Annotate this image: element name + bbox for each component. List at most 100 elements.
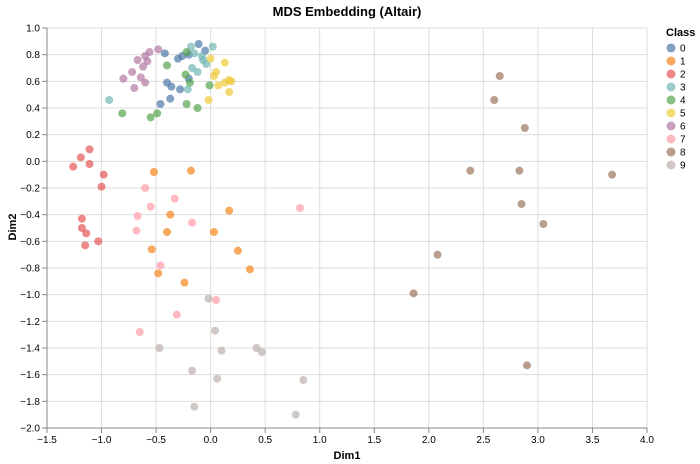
y-tick-label: −0.8 [20,264,40,275]
grid [46,27,648,429]
data-point-class-3 [202,60,211,68]
data-point-class-2 [77,214,86,223]
data-point-class-8 [520,124,529,132]
data-point-class-4 [193,104,202,112]
data-point-class-8 [495,72,504,80]
data-point-class-4 [205,81,214,90]
legend-symbol [666,69,676,79]
data-point-class-9 [211,326,219,335]
data-point-class-4 [182,48,191,56]
y-tick-label: 0.8 [26,50,40,61]
data-point-class-6 [133,56,142,64]
data-point-class-6 [143,57,152,66]
y-tick-label: 0.2 [26,130,40,141]
x-axis-title: Dim1 [334,450,361,462]
data-point-class-7 [188,218,197,227]
data-point-class-1 [166,210,175,219]
data-point-class-9 [188,366,197,375]
data-point-class-7 [170,194,179,203]
chart-title: MDS Embedding (Altair) [273,4,422,19]
data-point-class-7 [156,261,165,270]
data-point-class-4 [153,109,162,118]
data-point-class-4 [163,61,171,70]
data-point-class-1 [209,228,218,236]
y-tick-label: 0.4 [26,104,40,115]
data-point-class-4 [118,109,127,118]
data-point-class-1 [149,168,158,176]
legend-label: 5 [680,109,686,120]
data-point-class-5 [209,72,218,80]
data-point-class-7 [141,184,150,192]
data-point-class-9 [291,410,300,419]
legend-symbol [666,147,676,157]
data-point-class-7 [212,296,221,304]
x-tick-label: 2.5 [476,435,490,446]
data-point-class-1 [180,278,189,287]
data-point-class-7 [172,310,181,319]
legend-label: 7 [680,135,686,146]
data-point-class-5 [220,78,229,87]
legend-symbol [666,43,676,53]
x-tick-label: 3.5 [586,435,600,446]
data-point-class-3 [208,42,217,51]
legend-symbol [666,134,676,144]
data-point-class-7 [296,204,305,212]
data-point-class-6 [130,84,139,92]
data-point-class-2 [82,229,91,238]
data-point-class-1 [147,245,156,254]
legend-symbol [666,160,676,170]
data-point-class-5 [206,54,215,63]
data-point-class-3 [193,68,202,76]
y-tick-label: −2.0 [20,424,40,435]
legend-label: 2 [680,70,686,81]
data-point-class-6 [154,45,163,54]
legend-symbol [666,95,676,105]
data-point-class-0 [160,49,169,58]
data-point-class-8 [523,361,531,370]
data-point-class-2 [85,145,94,154]
x-tick-label: 0.5 [258,435,272,446]
data-point-class-9 [190,402,199,411]
y-tick-label: −1.4 [20,344,40,355]
data-point-class-1 [154,269,163,278]
data-point-class-8 [433,250,442,259]
data-point-class-2 [81,241,90,250]
legend-label: 0 [680,44,686,55]
legend-symbol [666,108,676,118]
data-point-class-0 [166,94,175,103]
data-point-class-9 [155,344,164,352]
data-point-class-4 [185,78,194,87]
data-point-class-9 [299,376,308,384]
data-point-class-7 [146,202,155,211]
data-point-class-8 [608,170,617,179]
data-point-class-1 [187,166,195,175]
data-point-class-8 [517,200,526,208]
data-point-class-5 [214,81,223,90]
data-point-class-8 [539,220,548,228]
data-point-class-6 [141,78,150,87]
data-point-class-1 [233,246,242,255]
axes: −1.5 −1.0 −0.5 0.0 0.5 1.0 1.5 2.0 2.5 3.0 3.5 4.0 1… [20,24,654,447]
data-point-class-9 [257,348,266,356]
data-point-class-2 [97,182,106,191]
legend-label: 1 [680,57,686,68]
data-point-class-5 [204,96,213,104]
y-tick-label: 0.0 [26,157,40,168]
data-point-class-1 [225,206,234,215]
data-point-class-8 [466,166,475,175]
data-point-class-3 [183,85,192,94]
data-point-class-7 [133,212,142,220]
data-point-class-5 [225,88,234,96]
legend-label: 9 [680,161,686,172]
data-point-class-8 [409,289,418,298]
data-point-class-2 [77,224,86,232]
legend-title: Class [666,27,695,39]
data-point-class-5 [220,58,229,67]
data-points [69,40,617,419]
y-tick-label: −1.6 [20,370,40,381]
data-point-class-4 [182,100,191,108]
legend-label: 4 [680,96,686,107]
legend-symbol [666,56,676,66]
data-point-class-6 [119,74,128,83]
